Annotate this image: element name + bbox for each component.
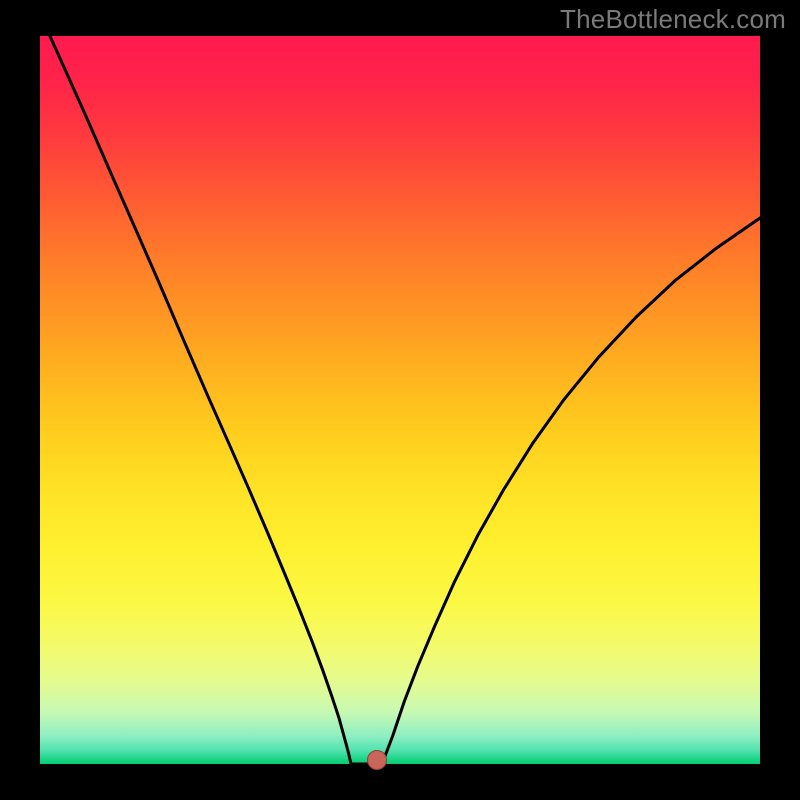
- chart-frame: TheBottleneck.com: [0, 0, 800, 800]
- plot-area: [40, 36, 760, 764]
- minimum-marker: [367, 750, 387, 770]
- gradient-background: [40, 36, 760, 764]
- watermark-text: TheBottleneck.com: [560, 4, 786, 35]
- plot-svg: [40, 36, 760, 764]
